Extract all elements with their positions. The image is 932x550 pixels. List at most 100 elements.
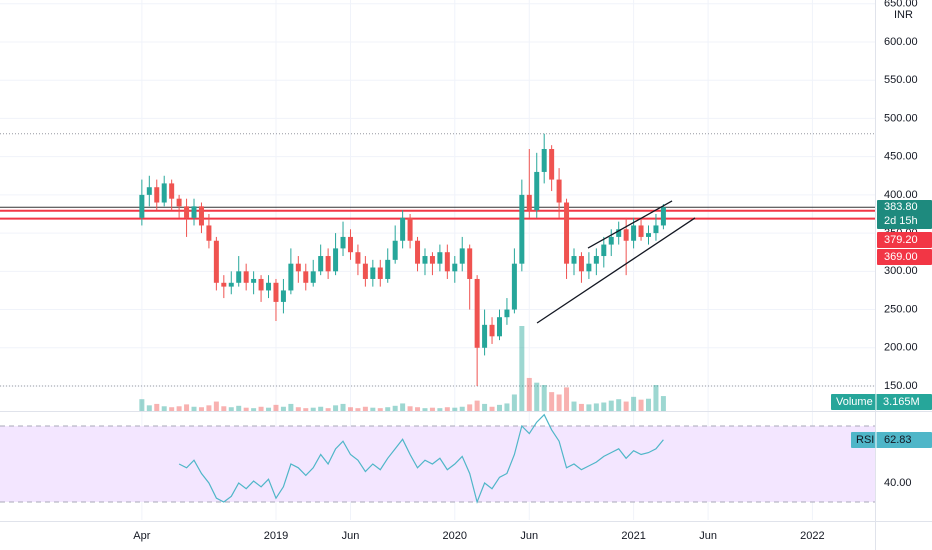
volume-bar: [526, 377, 532, 411]
rsi-tick-label: 40.00: [884, 477, 912, 489]
volume-bar: [586, 404, 592, 411]
volume-bar: [228, 407, 234, 411]
candle-body: [392, 240, 398, 260]
volume-bar: [504, 403, 510, 411]
candle-body: [266, 282, 272, 291]
candle-body: [593, 256, 599, 264]
last-price-tag: [877, 200, 932, 229]
y-tick-label: 550.00: [884, 74, 918, 86]
candle-body: [422, 256, 428, 264]
rsi-name: RSI: [856, 434, 874, 446]
candle-body: [184, 206, 190, 218]
volume-bar: [593, 403, 599, 411]
volume-bar: [631, 396, 637, 411]
volume-bar: [437, 408, 443, 411]
volume-bar: [653, 385, 659, 411]
volume-bar: [392, 405, 398, 411]
level-label: 369.00: [884, 251, 918, 263]
candle-body: [504, 309, 510, 318]
countdown-label: 2d 15h: [884, 215, 918, 227]
candle-body: [303, 271, 309, 283]
level-tag: [877, 249, 932, 265]
candle-body: [288, 263, 294, 291]
volume-bar: [288, 403, 294, 411]
rsi-band: [0, 426, 875, 502]
candle-body: [362, 263, 368, 279]
candle-body: [355, 252, 361, 264]
candle-body: [213, 240, 219, 283]
volume-bar: [429, 407, 435, 411]
volume-bar: [564, 387, 570, 411]
candle-body: [601, 244, 607, 257]
level-label: 379.20: [884, 234, 918, 246]
y-tick-label: 150.00: [884, 380, 918, 392]
volume-bar: [519, 326, 525, 411]
volume-bar: [370, 407, 376, 411]
candle-body: [146, 187, 152, 195]
volume-bar: [273, 404, 279, 411]
candle-body: [258, 278, 264, 291]
candle-body: [474, 278, 480, 348]
last-price-label: 383.80: [884, 201, 918, 213]
candle-body: [482, 324, 488, 348]
volume-tag: [831, 394, 932, 410]
volume-bar: [310, 407, 316, 411]
volume-bar: [347, 407, 353, 411]
volume-bar: [616, 399, 622, 411]
candle-body: [586, 263, 592, 272]
x-tick-label: 2020: [443, 530, 467, 542]
candle-body: [228, 282, 234, 287]
candle-body: [646, 233, 652, 237]
candle-body: [660, 207, 666, 226]
candle-body: [318, 256, 324, 272]
x-tick-label: 2019: [264, 530, 288, 542]
rsi-value: 62.83: [884, 434, 912, 446]
volume-bar: [139, 399, 145, 411]
candle-body: [243, 271, 249, 283]
volume-bar: [325, 408, 331, 411]
trendline: [587, 200, 673, 249]
candle-body: [549, 149, 555, 180]
volume-bar: [355, 408, 361, 411]
candle-body: [444, 252, 450, 272]
candle-body: [496, 317, 502, 337]
y-tick-label: 300.00: [884, 265, 918, 277]
candle-body: [452, 263, 458, 272]
y-tick-label: 200.00: [884, 342, 918, 354]
candle-body: [459, 248, 465, 264]
candle-body: [608, 236, 614, 245]
volume-bar: [198, 407, 204, 411]
y-tick-label: 600.00: [884, 36, 918, 48]
x-tick-label: Apr: [133, 530, 150, 542]
candle-body: [415, 240, 421, 264]
volume-bar: [385, 407, 391, 411]
volume-bar: [459, 406, 465, 411]
candle-body: [377, 267, 383, 279]
volume-bar: [400, 403, 406, 411]
candle-body: [154, 187, 160, 203]
candle-body: [578, 256, 584, 272]
currency: INR: [894, 9, 913, 21]
candle-body: [206, 225, 212, 241]
volume-bar: [362, 406, 368, 411]
volume-bar: [467, 404, 473, 411]
candle-body: [519, 194, 525, 264]
volume-bar: [191, 406, 197, 411]
volume-bar: [474, 400, 480, 411]
volume-bar: [303, 408, 309, 411]
y-tick-label: 500.00: [884, 112, 918, 124]
candle-body: [429, 256, 435, 264]
volume-bar: [601, 402, 607, 411]
candle-body: [564, 202, 570, 264]
volume-bar: [511, 394, 517, 411]
candle-body: [273, 282, 279, 302]
volume-bar: [556, 394, 562, 411]
volume-bar: [154, 403, 160, 411]
volume-bar: [236, 405, 242, 411]
level-tag: [877, 232, 932, 248]
candle-body: [571, 256, 577, 264]
volume-bar: [169, 407, 175, 411]
candle-body: [631, 225, 637, 241]
